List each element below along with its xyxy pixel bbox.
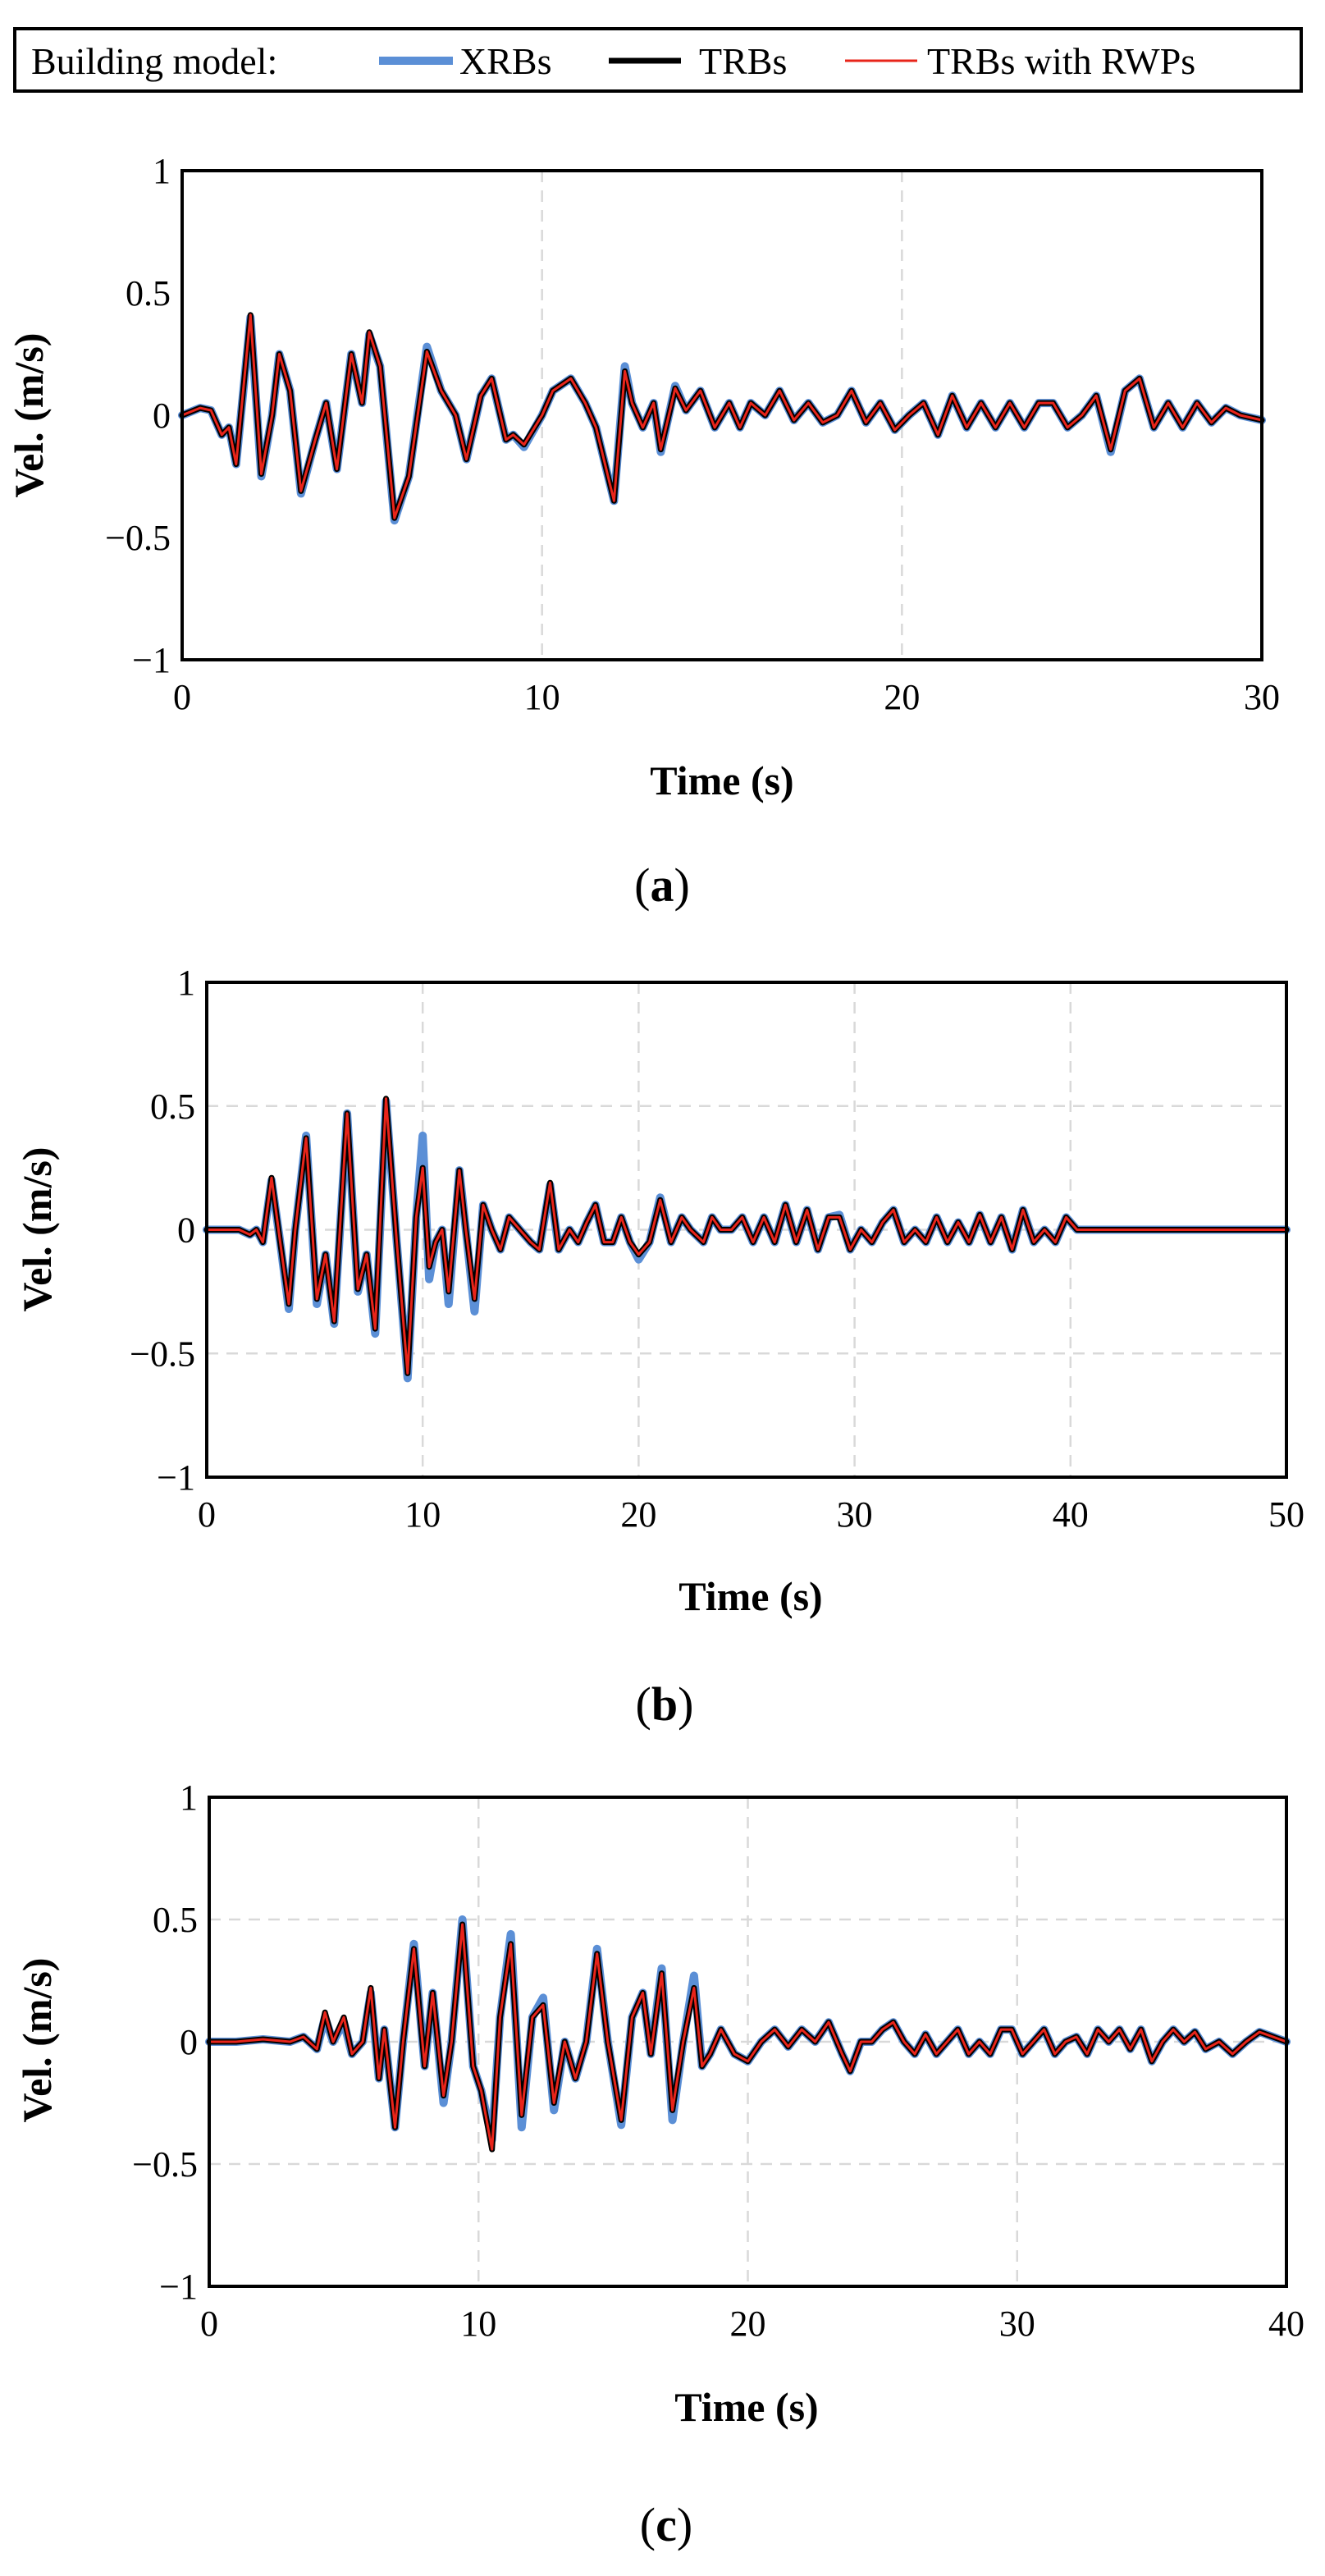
panel-label-c: (c) — [640, 2498, 692, 2551]
series-line-xrbs — [205, 1915, 1291, 2144]
y-axis-title: Vel. (m/s) — [14, 1958, 60, 2123]
y-axis-title: Vel. (m/s) — [14, 1147, 60, 1312]
legend-title: Building model: — [31, 40, 277, 82]
chart-panel-a: 10.50−0.5−10 10 20 30 Time (s) Vel. (m/s) (… — [6, 151, 1280, 912]
plot-area-frame — [208, 1796, 1288, 2288]
x-tick-label: 40 — [1053, 1494, 1089, 1535]
y-tick-label: 1 — [177, 963, 195, 1003]
x-tick-label: 10 — [524, 677, 560, 717]
series-group — [178, 312, 1266, 525]
x-axis-title: Time (s) — [650, 757, 793, 803]
chart-panel-c: 10.50−0.5−10 10 20 30 40 Time (s) Vel. (m/s)… — [14, 1778, 1304, 2551]
panel-label-b: (b) — [636, 1677, 694, 1731]
y-tick-label: 1 — [180, 1778, 198, 1818]
plot-area-frame — [180, 169, 1263, 661]
y-tick-label: 0 — [153, 396, 171, 436]
plot-area-frame — [205, 981, 1288, 1479]
x-tick-label: 20 — [620, 1494, 656, 1535]
y-axis-title: Vel. (m/s) — [6, 333, 52, 498]
y-tick-label: 0.5 — [126, 273, 171, 313]
series-line-trbs-with-rwps — [180, 313, 1263, 519]
y-tick-label: −1 — [159, 2267, 198, 2307]
tick-labels: 10.50−0.5−10 10 20 30 — [105, 151, 1280, 717]
x-tick-label: 0 — [198, 1494, 216, 1535]
series-group — [205, 1915, 1291, 2153]
tick-labels: 10.50−0.5−10 10 20 30 40 — [132, 1778, 1304, 2344]
x-axis-title: Time (s) — [674, 2384, 818, 2430]
series-line-trbs-with-rwps — [205, 1097, 1288, 1375]
x-tick-label: 0 — [200, 2304, 218, 2344]
x-tick-label: 30 — [999, 2304, 1035, 2344]
x-axis-title: Time (s) — [678, 1573, 822, 1619]
y-tick-label: 0 — [177, 1210, 195, 1251]
legend-label-trbs: TRBs — [699, 40, 787, 82]
x-tick-label: 10 — [404, 1494, 441, 1535]
panel-label-a: (a) — [634, 858, 690, 912]
y-tick-label: −1 — [132, 640, 171, 680]
series-group — [203, 1096, 1291, 1383]
legend-label-xrbs: XRBs — [459, 40, 551, 82]
series-line-trbs-with-rwps — [208, 1923, 1288, 2151]
y-tick-label: 0.5 — [153, 1900, 198, 1940]
y-tick-label: −0.5 — [105, 518, 171, 558]
series-line-xrbs — [203, 1096, 1291, 1383]
y-tick-label: 0.5 — [150, 1087, 195, 1127]
legend: Building model: XRBs TRBs TRBs with RWPs — [13, 27, 1303, 93]
y-tick-label: −0.5 — [130, 1334, 195, 1374]
x-tick-label: 30 — [837, 1494, 873, 1535]
x-tick-label: 50 — [1268, 1494, 1304, 1535]
chart-panel-b: 10.50−0.5−10 10 20 30 40 50 Time (s) Vel. (m/… — [14, 963, 1304, 1731]
x-tick-label: 40 — [1268, 2304, 1304, 2344]
y-tick-label: −1 — [157, 1457, 195, 1498]
y-tick-label: 0 — [180, 2022, 198, 2062]
x-tick-label: 20 — [730, 2304, 766, 2344]
x-tick-label: 20 — [884, 677, 920, 717]
y-tick-label: −0.5 — [132, 2144, 198, 2185]
y-tick-label: 1 — [153, 151, 171, 191]
x-tick-label: 30 — [1244, 677, 1280, 717]
tick-labels: 10.50−0.5−10 10 20 30 40 50 — [130, 963, 1304, 1535]
x-tick-label: 0 — [173, 677, 191, 717]
x-tick-label: 10 — [460, 2304, 496, 2344]
legend-label-trbs-rwps: TRBs with RWPs — [927, 40, 1195, 82]
